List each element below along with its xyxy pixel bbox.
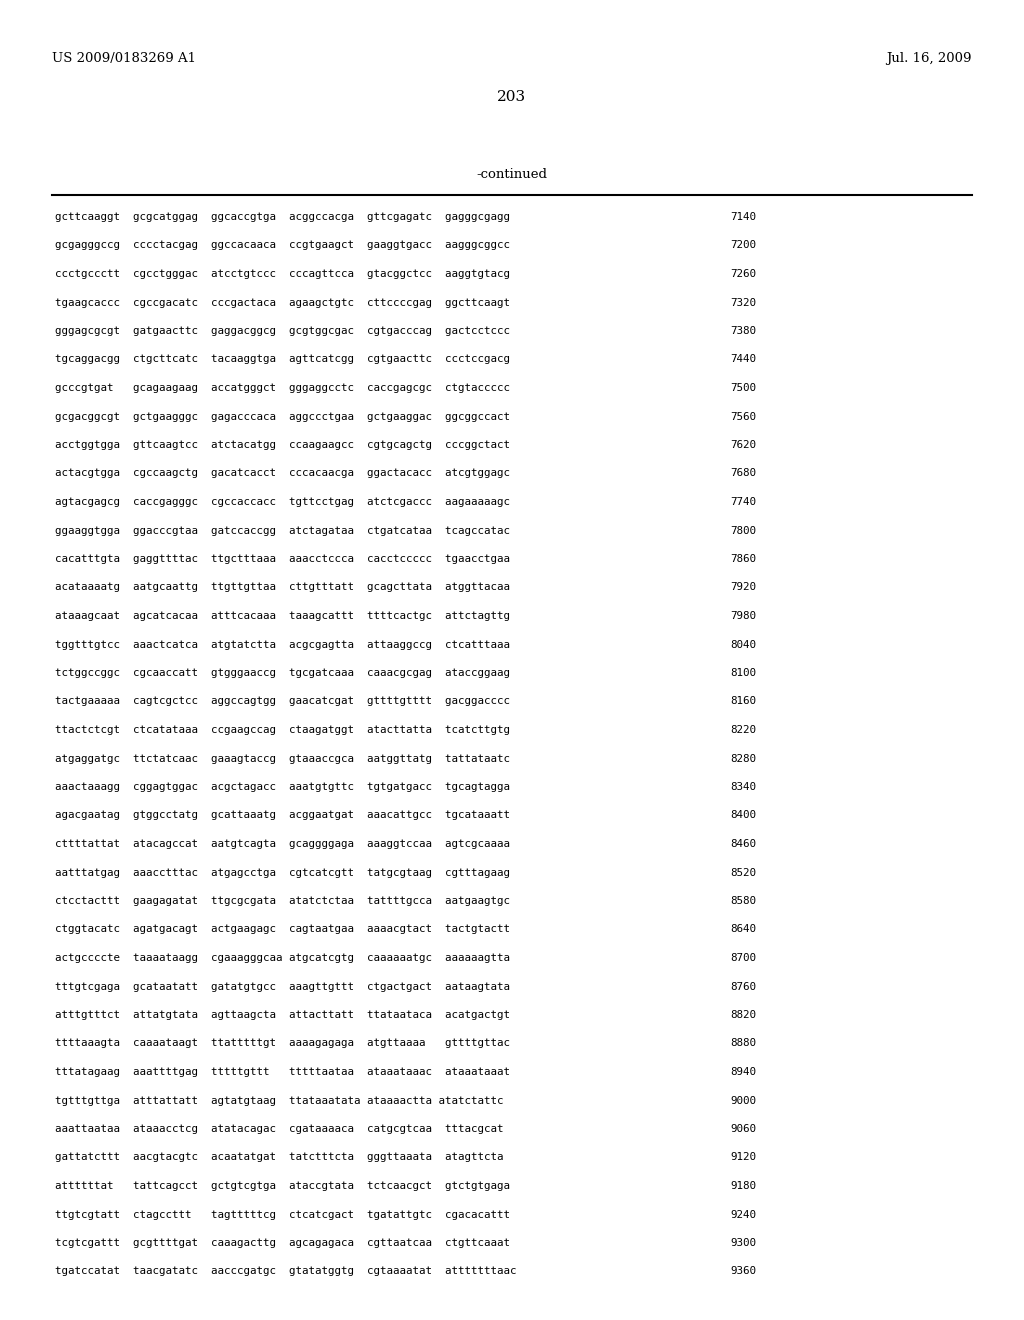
- Text: gattatcttt  aacgtacgtc  acaatatgat  tatctttcta  gggttaaata  atagttcta: gattatcttt aacgtacgtc acaatatgat tatcttt…: [55, 1152, 504, 1163]
- Text: 8040: 8040: [730, 639, 756, 649]
- Text: ctcctacttt  gaagagatat  ttgcgcgata  atatctctaa  tattttgcca  aatgaagtgc: ctcctacttt gaagagatat ttgcgcgata atatctc…: [55, 896, 510, 906]
- Text: tcgtcgattt  gcgttttgat  caaagacttg  agcagagaca  cgttaatcaa  ctgttcaaat: tcgtcgattt gcgttttgat caaagacttg agcagag…: [55, 1238, 510, 1247]
- Text: 9120: 9120: [730, 1152, 756, 1163]
- Text: tgcaggacgg  ctgcttcatc  tacaaggtga  agttcatcgg  cgtgaacttc  ccctccgacg: tgcaggacgg ctgcttcatc tacaaggtga agttcat…: [55, 355, 510, 364]
- Text: 9180: 9180: [730, 1181, 756, 1191]
- Text: 7260: 7260: [730, 269, 756, 279]
- Text: 9000: 9000: [730, 1096, 756, 1106]
- Text: 7860: 7860: [730, 554, 756, 564]
- Text: cacatttgta  gaggttttac  ttgctttaaa  aaacctccca  cacctccccc  tgaacctgaa: cacatttgta gaggttttac ttgctttaaa aaacctc…: [55, 554, 510, 564]
- Text: ctggtacatc  agatgacagt  actgaagagc  cagtaatgaa  aaaacgtact  tactgtactt: ctggtacatc agatgacagt actgaagagc cagtaat…: [55, 924, 510, 935]
- Text: -continued: -continued: [476, 168, 548, 181]
- Text: gcgacggcgt  gctgaagggc  gagacccaca  aggccctgaa  gctgaaggac  ggcggccact: gcgacggcgt gctgaagggc gagacccaca aggccct…: [55, 412, 510, 421]
- Text: 7800: 7800: [730, 525, 756, 536]
- Text: agacgaatag  gtggcctatg  gcattaaatg  acggaatgat  aaacattgcc  tgcataaatt: agacgaatag gtggcctatg gcattaaatg acggaat…: [55, 810, 510, 821]
- Text: tttgtcgaga  gcataatatt  gatatgtgcc  aaagttgttt  ctgactgact  aataagtata: tttgtcgaga gcataatatt gatatgtgcc aaagttg…: [55, 982, 510, 991]
- Text: gcgagggccg  cccctacgag  ggccacaaca  ccgtgaagct  gaaggtgacc  aagggcggcc: gcgagggccg cccctacgag ggccacaaca ccgtgaa…: [55, 240, 510, 251]
- Text: 9360: 9360: [730, 1266, 756, 1276]
- Text: 8820: 8820: [730, 1010, 756, 1020]
- Text: ttttaaagta  caaaataagt  ttatttttgt  aaaagagaga  atgttaaaa   gttttgttac: ttttaaagta caaaataagt ttatttttgt aaaagag…: [55, 1039, 510, 1048]
- Text: 8460: 8460: [730, 840, 756, 849]
- Text: 7560: 7560: [730, 412, 756, 421]
- Text: ataaagcaat  agcatcacaa  atttcacaaa  taaagcattt  ttttcactgc  attctagttg: ataaagcaat agcatcacaa atttcacaaa taaagca…: [55, 611, 510, 620]
- Text: 7440: 7440: [730, 355, 756, 364]
- Text: aatttatgag  aaacctttac  atgagcctga  cgtcatcgtt  tatgcgtaag  cgtttagaag: aatttatgag aaacctttac atgagcctga cgtcatc…: [55, 867, 510, 878]
- Text: ccctgccctt  cgcctgggac  atcctgtccc  cccagttcca  gtacggctcc  aaggtgtacg: ccctgccctt cgcctgggac atcctgtccc cccagtt…: [55, 269, 510, 279]
- Text: US 2009/0183269 A1: US 2009/0183269 A1: [52, 51, 196, 65]
- Text: tctggccggc  cgcaaccatt  gtgggaaccg  tgcgatcaaa  caaacgcgag  ataccggaag: tctggccggc cgcaaccatt gtgggaaccg tgcgatc…: [55, 668, 510, 678]
- Text: 8760: 8760: [730, 982, 756, 991]
- Text: atgaggatgc  ttctatcaac  gaaagtaccg  gtaaaccgca  aatggttatg  tattataatc: atgaggatgc ttctatcaac gaaagtaccg gtaaacc…: [55, 754, 510, 763]
- Text: 7200: 7200: [730, 240, 756, 251]
- Text: actgccccte  taaaataagg  cgaaagggcaa atgcatcgtg  caaaaaatgc  aaaaaagtta: actgccccte taaaataagg cgaaagggcaa atgcat…: [55, 953, 510, 964]
- Text: 9240: 9240: [730, 1209, 756, 1220]
- Text: 8640: 8640: [730, 924, 756, 935]
- Text: 8520: 8520: [730, 867, 756, 878]
- Text: tttatagaag  aaattttgag  tttttgttt   tttttaataa  ataaataaac  ataaataaat: tttatagaag aaattttgag tttttgttt tttttaat…: [55, 1067, 510, 1077]
- Text: atttgtttct  attatgtata  agttaagcta  attacttatt  ttataataca  acatgactgt: atttgtttct attatgtata agttaagcta attactt…: [55, 1010, 510, 1020]
- Text: 7740: 7740: [730, 498, 756, 507]
- Text: 9060: 9060: [730, 1125, 756, 1134]
- Text: 7500: 7500: [730, 383, 756, 393]
- Text: tgatccatat  taacgatatc  aacccgatgc  gtatatggtg  cgtaaaatat  atttttttaac: tgatccatat taacgatatc aacccgatgc gtatatg…: [55, 1266, 516, 1276]
- Text: 7380: 7380: [730, 326, 756, 337]
- Text: ttgtcgtatt  ctagccttt   tagtttttcg  ctcatcgact  tgatattgtc  cgacacattt: ttgtcgtatt ctagccttt tagtttttcg ctcatcga…: [55, 1209, 510, 1220]
- Text: 8340: 8340: [730, 781, 756, 792]
- Text: acctggtgga  gttcaagtcc  atctacatgg  ccaagaagcc  cgtgcagctg  cccggctact: acctggtgga gttcaagtcc atctacatgg ccaagaa…: [55, 440, 510, 450]
- Text: 8220: 8220: [730, 725, 756, 735]
- Text: cttttattat  atacagccat  aatgtcagta  gcaggggaga  aaaggtccaa  agtcgcaaaa: cttttattat atacagccat aatgtcagta gcagggg…: [55, 840, 510, 849]
- Text: 8160: 8160: [730, 697, 756, 706]
- Text: 7140: 7140: [730, 213, 756, 222]
- Text: ttactctcgt  ctcatataaa  ccgaagccag  ctaagatggt  atacttatta  tcatcttgtg: ttactctcgt ctcatataaa ccgaagccag ctaagat…: [55, 725, 510, 735]
- Text: acataaaatg  aatgcaattg  ttgttgttaa  cttgtttatt  gcagcttata  atggttacaa: acataaaatg aatgcaattg ttgttgttaa cttgttt…: [55, 582, 510, 593]
- Text: tggtttgtcc  aaactcatca  atgtatctta  acgcgagtta  attaaggccg  ctcatttaaa: tggtttgtcc aaactcatca atgtatctta acgcgag…: [55, 639, 510, 649]
- Text: actacgtgga  cgccaagctg  gacatcacct  cccacaacga  ggactacacc  atcgtggagc: actacgtgga cgccaagctg gacatcacct cccacaa…: [55, 469, 510, 479]
- Text: 8580: 8580: [730, 896, 756, 906]
- Text: 8280: 8280: [730, 754, 756, 763]
- Text: 9300: 9300: [730, 1238, 756, 1247]
- Text: 7680: 7680: [730, 469, 756, 479]
- Text: 8100: 8100: [730, 668, 756, 678]
- Text: 8700: 8700: [730, 953, 756, 964]
- Text: aaactaaagg  cggagtggac  acgctagacc  aaatgtgttc  tgtgatgacc  tgcagtagga: aaactaaagg cggagtggac acgctagacc aaatgtg…: [55, 781, 510, 792]
- Text: gggagcgcgt  gatgaacttc  gaggacggcg  gcgtggcgac  cgtgacccag  gactcctccc: gggagcgcgt gatgaacttc gaggacggcg gcgtggc…: [55, 326, 510, 337]
- Text: tgaagcaccc  cgccgacatc  cccgactaca  agaagctgtc  cttccccgag  ggcttcaagt: tgaagcaccc cgccgacatc cccgactaca agaagct…: [55, 297, 510, 308]
- Text: tactgaaaaa  cagtcgctcc  aggccagtgg  gaacatcgat  gttttgtttt  gacggacccc: tactgaaaaa cagtcgctcc aggccagtgg gaacatc…: [55, 697, 510, 706]
- Text: tgtttgttga  atttattatt  agtatgtaag  ttataaatata ataaaactta atatctattc: tgtttgttga atttattatt agtatgtaag ttataaa…: [55, 1096, 504, 1106]
- Text: 7920: 7920: [730, 582, 756, 593]
- Text: 8880: 8880: [730, 1039, 756, 1048]
- Text: 203: 203: [498, 90, 526, 104]
- Text: 7320: 7320: [730, 297, 756, 308]
- Text: 8400: 8400: [730, 810, 756, 821]
- Text: agtacgagcg  caccgagggc  cgccaccacc  tgttcctgag  atctcgaccc  aagaaaaagc: agtacgagcg caccgagggc cgccaccacc tgttcct…: [55, 498, 510, 507]
- Text: 8940: 8940: [730, 1067, 756, 1077]
- Text: gcccgtgat   gcagaagaag  accatgggct  gggaggcctc  caccgagcgc  ctgtaccccc: gcccgtgat gcagaagaag accatgggct gggaggcc…: [55, 383, 510, 393]
- Text: Jul. 16, 2009: Jul. 16, 2009: [887, 51, 972, 65]
- Text: attttttat   tattcagcct  gctgtcgtga  ataccgtata  tctcaacgct  gtctgtgaga: attttttat tattcagcct gctgtcgtga ataccgta…: [55, 1181, 510, 1191]
- Text: aaattaataa  ataaacctcg  atatacagac  cgataaaaca  catgcgtcaa  tttacgcat: aaattaataa ataaacctcg atatacagac cgataaa…: [55, 1125, 504, 1134]
- Text: ggaaggtgga  ggacccgtaa  gatccaccgg  atctagataa  ctgatcataa  tcagccatac: ggaaggtgga ggacccgtaa gatccaccgg atctaga…: [55, 525, 510, 536]
- Text: 7980: 7980: [730, 611, 756, 620]
- Text: 7620: 7620: [730, 440, 756, 450]
- Text: gcttcaaggt  gcgcatggag  ggcaccgtga  acggccacga  gttcgagatc  gagggcgagg: gcttcaaggt gcgcatggag ggcaccgtga acggcca…: [55, 213, 510, 222]
